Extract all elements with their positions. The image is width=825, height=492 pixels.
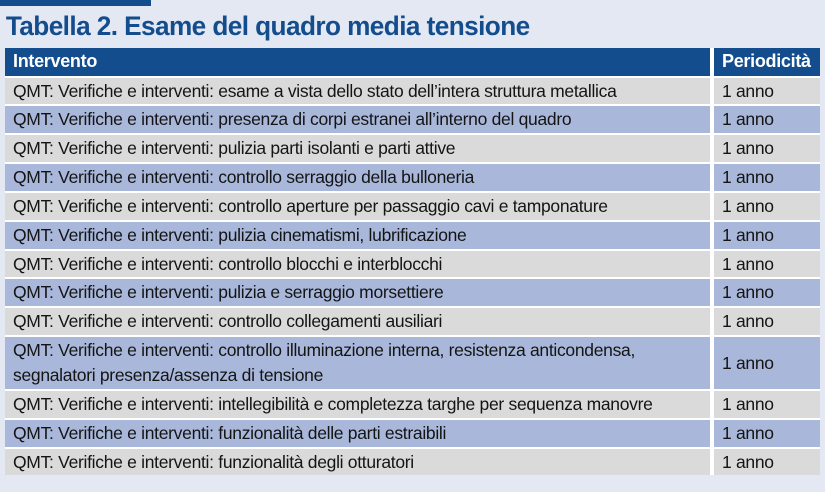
intervento-cell: QMT: Verifiche e interventi: funzionalit… xyxy=(5,448,710,476)
periodicita-cell: 1 anno xyxy=(714,77,820,105)
periodicita-cell: 1 anno xyxy=(714,308,820,336)
table-row: QMT: Verifiche e interventi: controllo a… xyxy=(5,192,820,220)
periodicita-cell: 1 anno xyxy=(714,390,820,418)
intervento-cell: QMT: Verifiche e interventi: pulizia cin… xyxy=(5,221,710,249)
table-row: QMT: Verifiche e interventi: funzionalit… xyxy=(5,448,820,476)
periodicita-cell: 1 anno xyxy=(714,164,820,191)
periodicita-cell: 1 anno xyxy=(714,192,820,220)
table-row: QMT: Verifiche e interventi: controllo c… xyxy=(5,308,820,336)
intervento-cell: QMT: Verifiche e interventi: controllo s… xyxy=(5,164,710,191)
table-row: QMT: Verifiche e interventi: funzionalit… xyxy=(5,419,820,447)
table-header-row: Intervento Periodicità xyxy=(5,48,820,76)
periodicita-cell: 1 anno xyxy=(714,135,820,163)
intervento-cell: QMT: Verifiche e interventi: controllo c… xyxy=(5,308,710,336)
column-header-intervento: Intervento xyxy=(5,48,710,76)
table-row: QMT: Verifiche e interventi: pulizia e s… xyxy=(5,279,820,307)
intervento-cell: QMT: Verifiche e interventi: funzionalit… xyxy=(5,419,710,447)
periodicita-cell: 1 anno xyxy=(714,448,820,476)
table-row: QMT: Verifiche e interventi: controllo s… xyxy=(5,164,820,191)
table-row: QMT: Verifiche e interventi: esame a vis… xyxy=(5,77,820,105)
intervento-cell: QMT: Verifiche e interventi: intellegibi… xyxy=(5,390,710,418)
maintenance-table: Intervento Periodicità QMT: Verifiche e … xyxy=(5,48,820,476)
intervento-cell: QMT: Verifiche e interventi: esame a vis… xyxy=(5,77,710,105)
intervento-cell: QMT: Verifiche e interventi: controllo b… xyxy=(5,250,710,278)
intervento-cell: QMT: Verifiche e interventi: presenza di… xyxy=(5,106,710,134)
periodicita-cell: 1 anno xyxy=(714,221,820,249)
periodicita-cell: 1 anno xyxy=(714,419,820,447)
table-row: QMT: Verifiche e interventi: controllo b… xyxy=(5,250,820,278)
intervento-cell: QMT: Verifiche e interventi: pulizia par… xyxy=(5,135,710,163)
table-row: QMT: Verifiche e interventi: pulizia par… xyxy=(5,135,820,163)
periodicita-cell: 1 anno xyxy=(714,337,820,389)
table-row: QMT: Verifiche e interventi: intellegibi… xyxy=(5,390,820,418)
intervento-cell: QMT: Verifiche e interventi: controllo i… xyxy=(5,337,710,389)
page-title: Tabella 2. Esame del quadro media tensio… xyxy=(5,11,530,41)
top-accent-bar xyxy=(0,0,151,6)
column-header-periodicita: Periodicità xyxy=(714,48,820,76)
periodicita-cell: 1 anno xyxy=(714,279,820,307)
intervento-cell: QMT: Verifiche e interventi: pulizia e s… xyxy=(5,279,710,307)
intervento-cell: QMT: Verifiche e interventi: controllo a… xyxy=(5,192,710,220)
periodicita-cell: 1 anno xyxy=(714,250,820,278)
periodicita-cell: 1 anno xyxy=(714,106,820,134)
table-row: QMT: Verifiche e interventi: pulizia cin… xyxy=(5,221,820,249)
table-row: QMT: Verifiche e interventi: presenza di… xyxy=(5,106,820,134)
table-row: QMT: Verifiche e interventi: controllo i… xyxy=(5,337,820,389)
